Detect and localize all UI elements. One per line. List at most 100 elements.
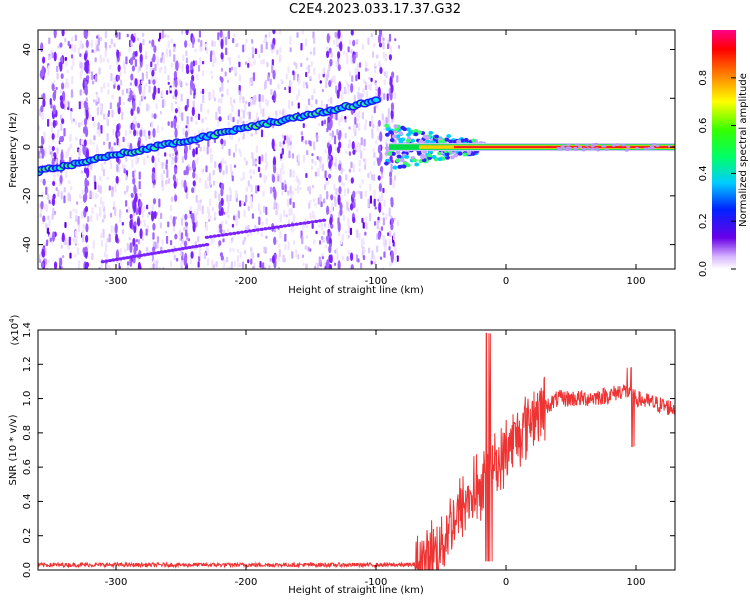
- noise-streak: [183, 240, 188, 248]
- noise-speck: [358, 232, 361, 241]
- noise-speck: [373, 63, 377, 67]
- noise-speck: [291, 190, 295, 195]
- noise-speck: [169, 205, 172, 212]
- y-tick-label: 0: [22, 144, 33, 150]
- noise-speck: [222, 265, 225, 269]
- noise-streak: [184, 130, 189, 138]
- noise-speck: [250, 258, 253, 265]
- noise-speck: [258, 53, 261, 59]
- transition-blob: [413, 128, 419, 133]
- transition-blob: [417, 130, 422, 135]
- noise-speck: [347, 207, 350, 212]
- noise-speck: [170, 62, 174, 68]
- noise-speck: [213, 217, 217, 221]
- noise-speck: [170, 38, 173, 44]
- noise-speck: [68, 193, 72, 202]
- transition-blob: [427, 153, 433, 158]
- noise-speck: [374, 67, 377, 74]
- colorbar-tick-label: 0.2: [698, 213, 709, 229]
- noise-speck: [174, 96, 178, 100]
- noise-speck: [169, 239, 173, 246]
- noise-streak: [139, 129, 143, 138]
- noise-streak: [60, 82, 65, 90]
- noise-speck: [118, 217, 122, 223]
- noise-speck: [356, 229, 359, 239]
- noise-speck: [170, 196, 174, 202]
- noise-speck: [242, 239, 245, 246]
- noise-speck: [38, 125, 41, 131]
- noise-speck: [75, 230, 78, 237]
- noise-speck: [145, 83, 148, 87]
- faint-trace: [173, 248, 178, 252]
- noise-speck: [183, 268, 186, 269]
- noise-streak: [378, 201, 382, 213]
- noise-streak: [273, 236, 277, 246]
- noise-streak: [129, 89, 133, 97]
- transition-blob: [434, 134, 439, 139]
- transition-blob: [467, 150, 472, 155]
- noise-speck: [126, 261, 130, 266]
- noise-speck: [360, 150, 363, 160]
- noise-speck: [122, 136, 125, 143]
- noise-speck: [311, 153, 314, 157]
- noise-speck: [369, 195, 372, 204]
- noise-speck: [126, 33, 129, 38]
- noise-speck: [385, 213, 388, 220]
- noise-speck: [108, 141, 111, 150]
- noise-streak: [189, 79, 194, 89]
- noise-speck: [180, 93, 183, 102]
- noise-speck: [234, 143, 238, 153]
- spectrogram-xlabel: Height of straight line (km): [288, 285, 424, 296]
- noise-speck: [151, 120, 154, 128]
- transition-blob: [391, 151, 396, 156]
- noise-streak: [352, 216, 356, 224]
- flat-trace-speck: [602, 145, 607, 148]
- noise-speck: [388, 33, 392, 42]
- noise-speck: [316, 156, 319, 160]
- noise-speck: [105, 253, 108, 260]
- noise-speck: [231, 175, 234, 182]
- flat-trace-speck: [562, 147, 567, 150]
- faint-trace: [259, 227, 264, 231]
- noise-streak: [59, 174, 63, 184]
- noise-speck: [291, 225, 294, 233]
- noise-streak: [220, 38, 224, 50]
- noise-speck: [113, 142, 116, 146]
- noise-speck: [78, 260, 81, 269]
- noise-speck: [194, 132, 197, 137]
- noise-speck: [232, 152, 236, 158]
- noise-speck: [312, 198, 316, 203]
- noise-speck: [307, 246, 310, 252]
- noise-speck: [80, 139, 84, 145]
- noise-streak: [85, 234, 89, 243]
- noise-speck: [365, 216, 368, 224]
- noise-speck: [285, 214, 288, 218]
- noise-speck: [239, 200, 242, 207]
- noise-speck: [367, 198, 370, 208]
- noise-speck: [353, 124, 356, 134]
- noise-streak: [272, 69, 276, 80]
- noise-speck: [119, 259, 122, 267]
- noise-streak: [84, 87, 88, 96]
- noise-speck: [150, 61, 153, 68]
- noise-speck: [247, 259, 250, 264]
- noise-speck: [210, 153, 213, 161]
- noise-speck: [340, 240, 343, 245]
- noise-speck: [106, 133, 109, 142]
- faint-trace: [239, 230, 245, 234]
- noise-speck: [245, 61, 248, 65]
- noise-speck: [231, 237, 234, 242]
- noise-speck: [243, 209, 246, 217]
- faint-trace: [114, 257, 120, 262]
- noise-speck: [74, 253, 77, 258]
- noise-streak: [133, 129, 137, 137]
- noise-speck: [169, 153, 172, 158]
- noise-speck: [371, 133, 374, 139]
- noise-speck: [330, 136, 334, 141]
- noise-speck: [96, 35, 99, 39]
- noise-speck: [49, 98, 52, 106]
- noise-speck: [63, 107, 67, 111]
- transition-blob: [405, 138, 411, 143]
- noise-streak: [138, 206, 142, 216]
- noise-speck: [148, 79, 151, 85]
